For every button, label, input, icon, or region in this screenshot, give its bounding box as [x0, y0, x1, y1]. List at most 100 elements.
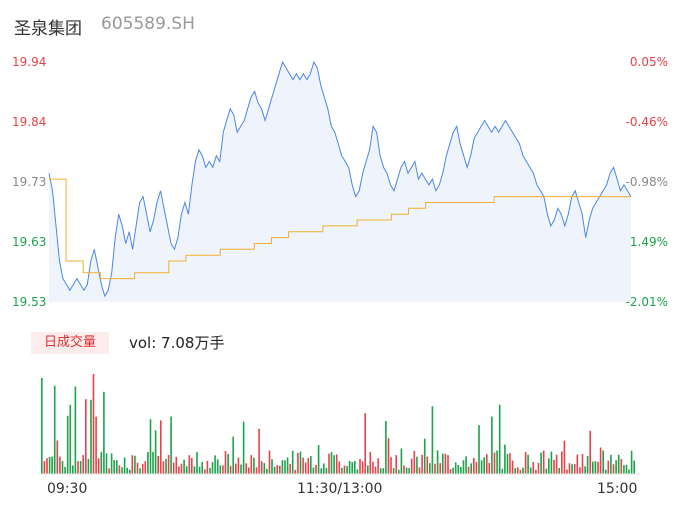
volume-bar: [325, 468, 328, 474]
volume-bar: [473, 457, 475, 474]
volume-bar: [410, 458, 413, 474]
volume-bar: [623, 465, 625, 474]
volume-bar: [478, 425, 480, 474]
volume-bar: [136, 462, 139, 474]
volume-bar: [483, 457, 485, 474]
volume-bar: [227, 453, 229, 474]
volume-bar: [555, 454, 558, 474]
volume-bar: [64, 466, 66, 474]
volume-bar: [323, 463, 325, 474]
volume-bar: [66, 415, 69, 474]
volume-bar: [367, 465, 369, 474]
volume-bar: [222, 465, 224, 474]
volume-bar: [165, 458, 167, 474]
volume-bar: [395, 455, 397, 474]
volume-bar: [170, 416, 172, 474]
volume-bar: [141, 463, 144, 474]
volume-bar: [51, 456, 53, 474]
volume-bar: [328, 453, 330, 474]
volume-bar: [529, 467, 532, 474]
volume-bar: [41, 378, 43, 474]
volume-bar: [341, 467, 343, 474]
volume-bar: [514, 468, 516, 474]
volume-bar: [333, 455, 335, 474]
volume-bar: [113, 460, 115, 474]
volume-bar: [532, 462, 535, 474]
volume-bar: [449, 469, 452, 474]
volume-bar: [216, 459, 219, 474]
volume-bar: [592, 461, 594, 474]
volume-bar: [369, 451, 372, 474]
volume-bar: [545, 468, 548, 474]
volume-bar: [602, 450, 604, 474]
volume-bar: [475, 461, 478, 474]
volume-bar: [359, 459, 361, 474]
volume-bar: [457, 465, 460, 474]
volume-bar: [501, 468, 504, 474]
volume-bar: [346, 466, 348, 474]
volume-bar: [108, 468, 110, 474]
volume-bar: [597, 461, 599, 474]
volume-bar: [245, 463, 247, 474]
volume-label[interactable]: 日成交量: [31, 332, 109, 354]
volume-bar: [116, 460, 118, 474]
volume-bar: [527, 454, 529, 474]
volume-bar: [625, 464, 628, 474]
volume-bar: [561, 451, 563, 474]
volume-bar: [379, 468, 382, 474]
volume-bar: [431, 406, 434, 474]
volume-bar: [576, 454, 579, 474]
volume-bar: [97, 458, 100, 474]
volume-bar: [123, 457, 126, 474]
volume-bar: [191, 458, 193, 474]
volume-bar: [193, 466, 196, 474]
y-left-tick: 19.84: [12, 115, 47, 129]
volume-bar: [69, 404, 72, 474]
volume-bar: [224, 451, 227, 474]
volume-bar: [558, 468, 560, 474]
volume-bar: [162, 461, 165, 474]
volume-bar: [77, 461, 79, 474]
volume-bar: [540, 452, 542, 474]
volume-bar: [488, 462, 491, 474]
volume-bar: [465, 456, 467, 474]
y-left-tick: 19.53: [12, 295, 47, 309]
volume-bar: [147, 451, 149, 474]
volume-bar: [320, 468, 322, 474]
y-right-tick: -2.01%: [625, 295, 668, 309]
volume-bar: [266, 469, 268, 474]
volume-bar: [87, 458, 90, 474]
volume-bar: [418, 467, 421, 474]
volume-bar: [460, 467, 462, 474]
volume-bar: [491, 416, 493, 474]
volume-bar: [548, 458, 550, 474]
volume-bar: [90, 399, 92, 474]
volume-bar: [423, 438, 426, 474]
volume-bar: [537, 462, 540, 474]
y-left-tick: 19.63: [12, 235, 47, 249]
volume-bar: [486, 454, 488, 474]
volume-bar: [584, 466, 586, 474]
volume-bar: [348, 460, 351, 474]
volume-bar: [385, 421, 387, 474]
volume-bar: [103, 391, 105, 474]
volume-bar: [188, 455, 191, 474]
volume-bar: [43, 461, 46, 474]
volume-bar: [157, 455, 159, 474]
volume-bar: [454, 462, 457, 474]
volume-bar: [535, 469, 537, 474]
volume-bar: [276, 465, 278, 474]
volume-bar: [633, 460, 635, 474]
volume-bar: [297, 453, 299, 474]
volume-bar: [53, 385, 56, 474]
volume-bar: [568, 463, 571, 474]
volume-bar: [263, 463, 266, 474]
volume-bar: [620, 459, 623, 474]
volume-bar: [154, 430, 157, 474]
volume-bar: [436, 450, 439, 474]
volume-bar: [82, 455, 84, 474]
volume-bar: [237, 457, 240, 474]
volume-bar: [400, 448, 403, 474]
volume-bar: [610, 454, 612, 474]
volume-bar: [434, 463, 436, 474]
